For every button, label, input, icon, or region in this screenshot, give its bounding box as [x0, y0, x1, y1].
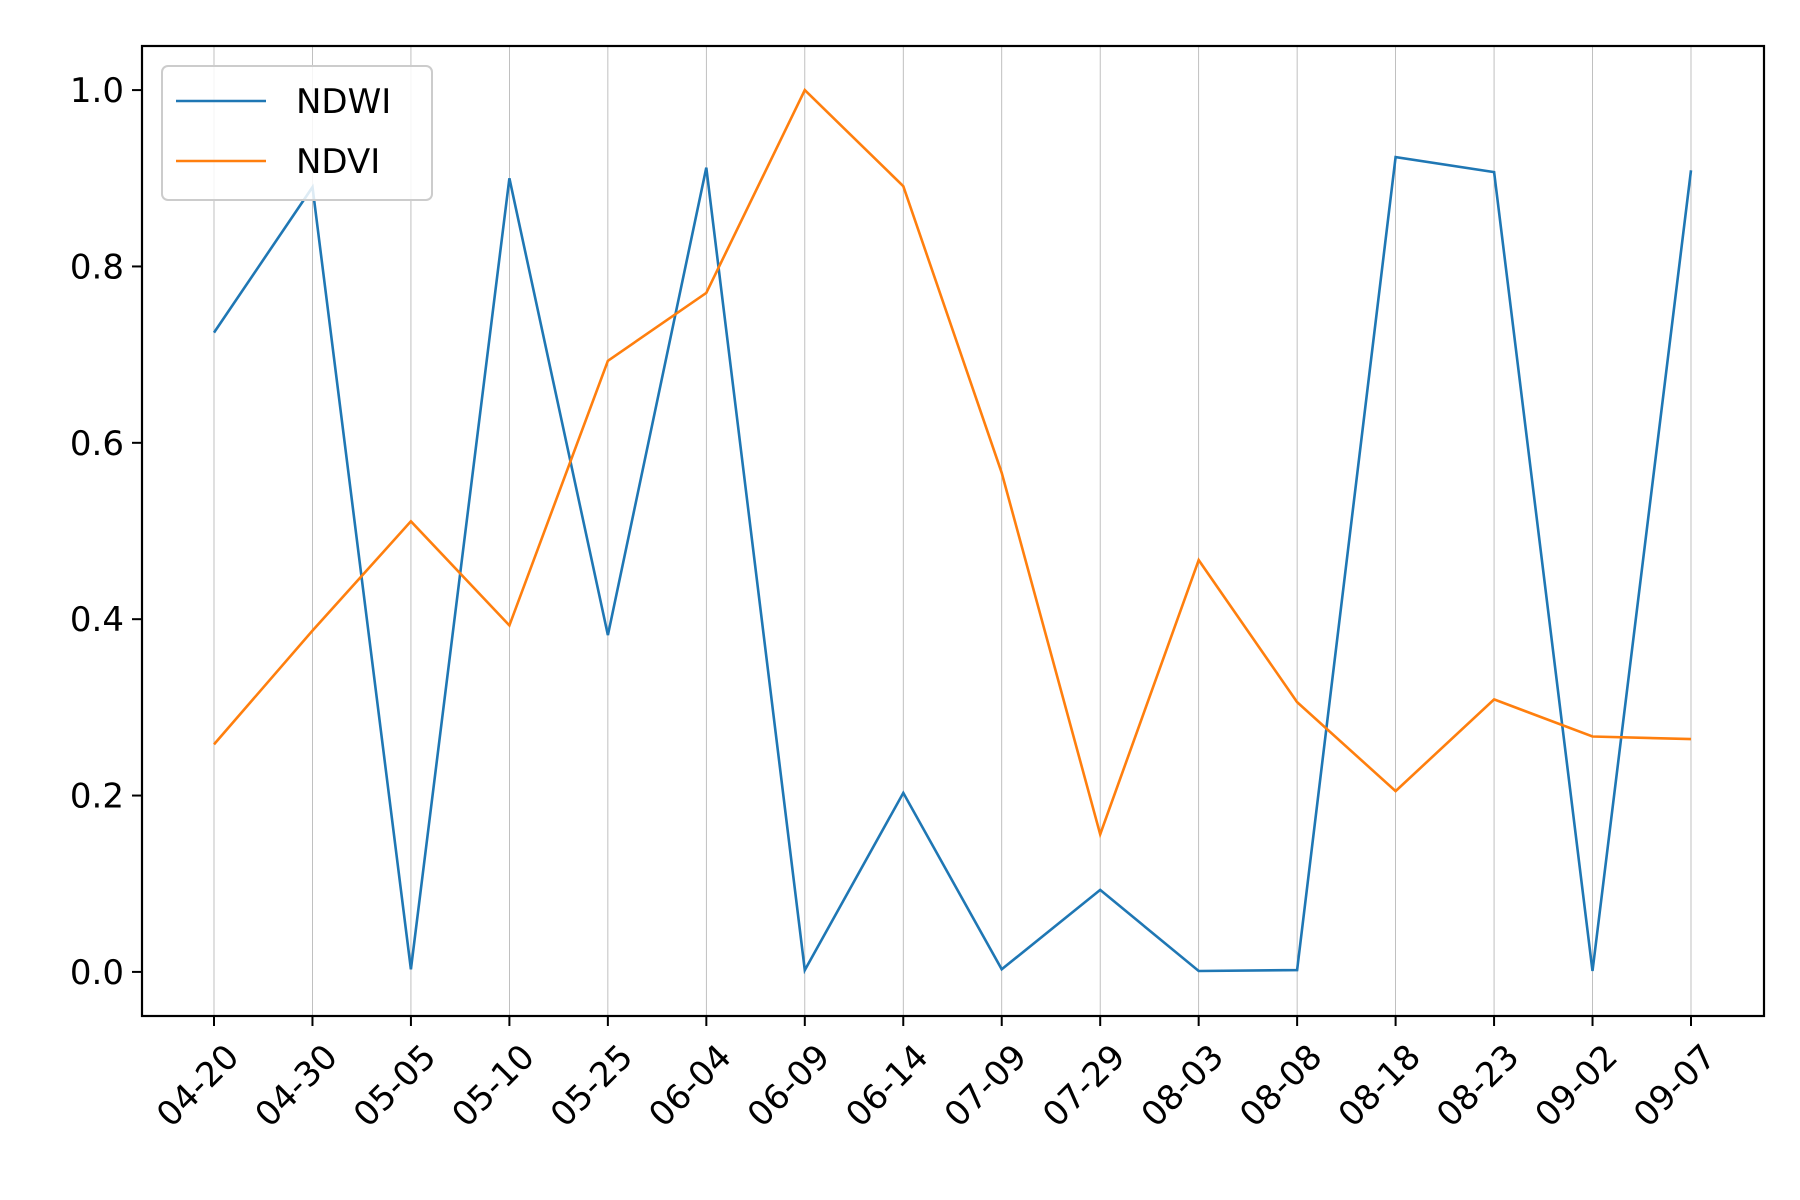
- y-tick-label: 0.0: [70, 953, 124, 993]
- y-axis: 0.0 0.2 0.4 0.6 0.8 1.0: [70, 71, 142, 993]
- y-tick-label: 1.0: [70, 71, 124, 111]
- legend-box: [161, 65, 433, 201]
- grid-lines: [213, 46, 1692, 1016]
- y-tick-label: 0.6: [70, 424, 124, 464]
- series-line-ndvi: [213, 87, 1692, 839]
- plot-frame: [140, 44, 1766, 1018]
- y-tick-label: 0.2: [70, 777, 124, 817]
- legend-label-ndvi: NDVI: [296, 142, 380, 182]
- legend: NDWI NDVI: [161, 65, 433, 201]
- y-tick-label: 0.4: [70, 600, 124, 640]
- y-tick-label: 0.8: [70, 247, 124, 287]
- legend-label-ndwi: NDWI: [296, 82, 391, 122]
- series-lines: [212, 87, 1693, 975]
